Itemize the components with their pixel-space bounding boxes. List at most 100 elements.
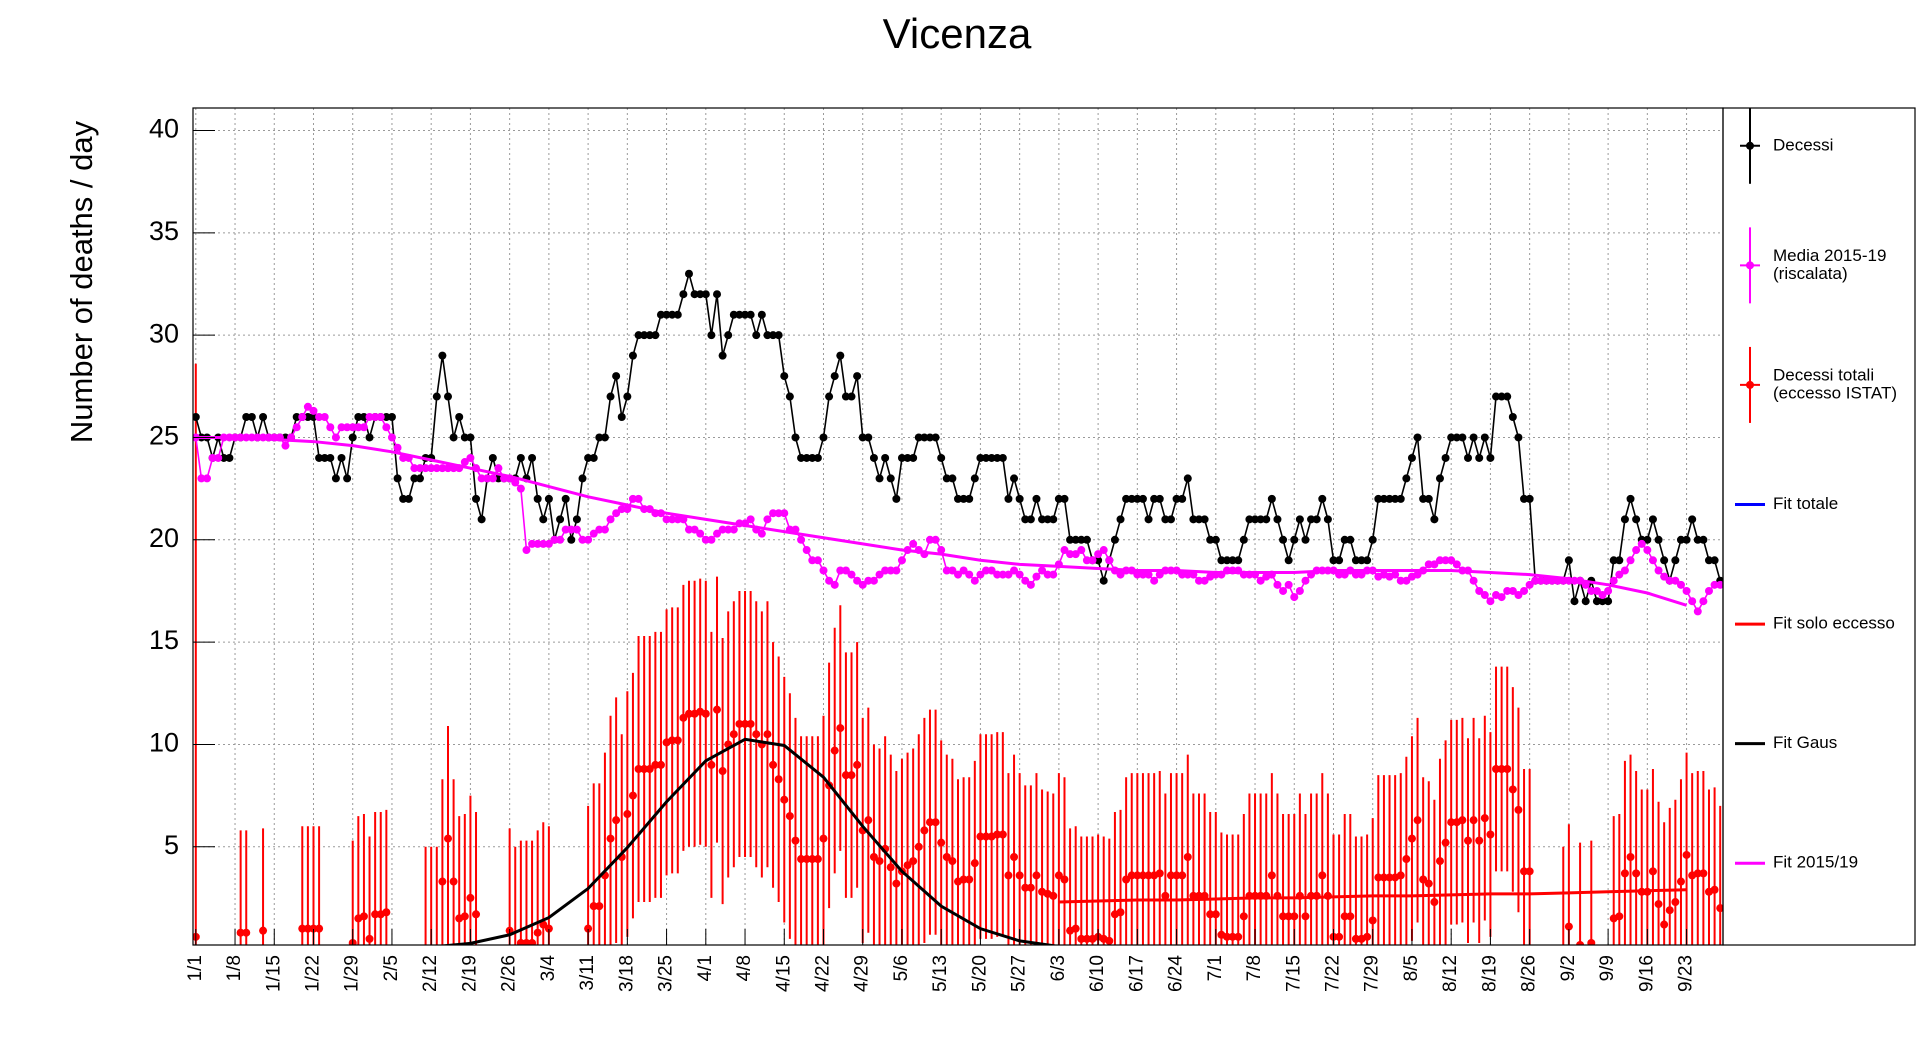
- data-point: [1200, 515, 1209, 524]
- data-point: [1682, 535, 1691, 544]
- data-point: [1374, 494, 1383, 503]
- data-point: [1054, 494, 1063, 503]
- data-point: [1564, 922, 1573, 931]
- x-tick-label: 3/25: [656, 955, 677, 992]
- data-point: [1520, 867, 1529, 876]
- data-point: [1396, 494, 1405, 503]
- data-point: [1127, 494, 1136, 503]
- data-point: [606, 515, 615, 524]
- data-point: [741, 310, 750, 319]
- data-point: [1279, 535, 1288, 544]
- data-point: [718, 351, 727, 360]
- data-point: [987, 566, 996, 575]
- data-point: [1189, 515, 1198, 524]
- data-point: [746, 310, 755, 319]
- data-point: [993, 570, 1002, 579]
- data-point: [382, 908, 391, 917]
- data-point: [1688, 515, 1697, 524]
- data-point: [769, 509, 778, 518]
- data-point: [444, 834, 452, 843]
- x-tick-label: 3/11: [577, 955, 598, 991]
- data-point: [544, 924, 553, 933]
- data-point: [309, 924, 318, 933]
- data-point: [460, 458, 469, 467]
- x-tick-label: 8/12: [1440, 955, 1461, 992]
- data-point: [578, 535, 587, 544]
- data-point: [931, 433, 940, 442]
- data-point: [763, 331, 772, 340]
- data-point: [477, 474, 486, 483]
- data-point: [780, 372, 789, 381]
- data-point: [1648, 515, 1657, 524]
- x-tick-label: 9/16: [1636, 955, 1657, 992]
- data-point: [628, 494, 637, 503]
- data-point: [729, 730, 738, 739]
- data-point: [1514, 805, 1523, 814]
- data-point: [797, 535, 806, 544]
- data-point: [1480, 591, 1489, 600]
- data-point: [488, 474, 497, 483]
- data-point: [679, 290, 688, 299]
- data-point: [1435, 556, 1444, 565]
- data-point: [208, 453, 217, 462]
- data-point: [236, 928, 245, 937]
- data-point: [595, 902, 604, 911]
- data-point: [404, 494, 413, 503]
- x-tick-label: 2/26: [499, 955, 520, 992]
- data-point: [1441, 838, 1450, 847]
- data-point: [1531, 576, 1540, 585]
- data-point: [371, 910, 380, 919]
- data-point: [841, 392, 850, 401]
- data-point: [937, 838, 946, 847]
- legend: Decessi Media 2015-19(riscalata) Decessi t…: [1735, 107, 1897, 872]
- data-point: [1133, 570, 1142, 579]
- data-point: [993, 830, 1002, 839]
- data-point: [326, 453, 335, 462]
- y-tick-label: 20: [149, 523, 179, 553]
- data-point: [869, 576, 878, 585]
- data-point: [1626, 556, 1635, 565]
- data-point: [1077, 934, 1086, 943]
- data-point: [1480, 814, 1489, 823]
- data-point: [1486, 830, 1495, 839]
- data-point: [1503, 765, 1512, 774]
- data-point: [600, 433, 609, 442]
- data-point: [1609, 556, 1618, 565]
- data-point: [1307, 515, 1316, 524]
- data-point: [1290, 535, 1299, 544]
- data-point: [976, 570, 985, 579]
- data-point: [1435, 857, 1444, 866]
- data-point: [516, 453, 525, 462]
- data-point: [1077, 546, 1086, 555]
- data-point: [298, 924, 307, 933]
- data-point: [460, 433, 469, 442]
- fit-line: [1058, 888, 1687, 904]
- plot-area: [193, 269, 1723, 945]
- data-point: [1632, 869, 1641, 878]
- data-point: [539, 515, 548, 524]
- data-point: [1458, 816, 1467, 825]
- legend-label: (riscalata): [1773, 264, 1848, 283]
- data-point: [1508, 413, 1517, 422]
- data-point: [684, 525, 693, 534]
- legend-label: Decessi totali: [1773, 365, 1874, 384]
- data-point: [1110, 535, 1119, 544]
- data-point: [1464, 453, 1472, 462]
- data-point: [998, 453, 1007, 462]
- data-point: [438, 464, 447, 473]
- data-point: [909, 453, 918, 462]
- data-point: [494, 464, 503, 473]
- data-point: [1301, 912, 1310, 921]
- data-point: [1178, 871, 1187, 880]
- data-point: [365, 934, 374, 943]
- x-tick-label: 7/8: [1244, 955, 1265, 981]
- data-point: [1615, 912, 1624, 921]
- data-point: [584, 924, 593, 933]
- data-point: [954, 570, 962, 579]
- data-point: [1587, 586, 1596, 595]
- x-tick-label: 3/4: [538, 955, 559, 982]
- data-point: [203, 474, 212, 483]
- data-point: [656, 760, 665, 769]
- data-point: [1155, 570, 1164, 579]
